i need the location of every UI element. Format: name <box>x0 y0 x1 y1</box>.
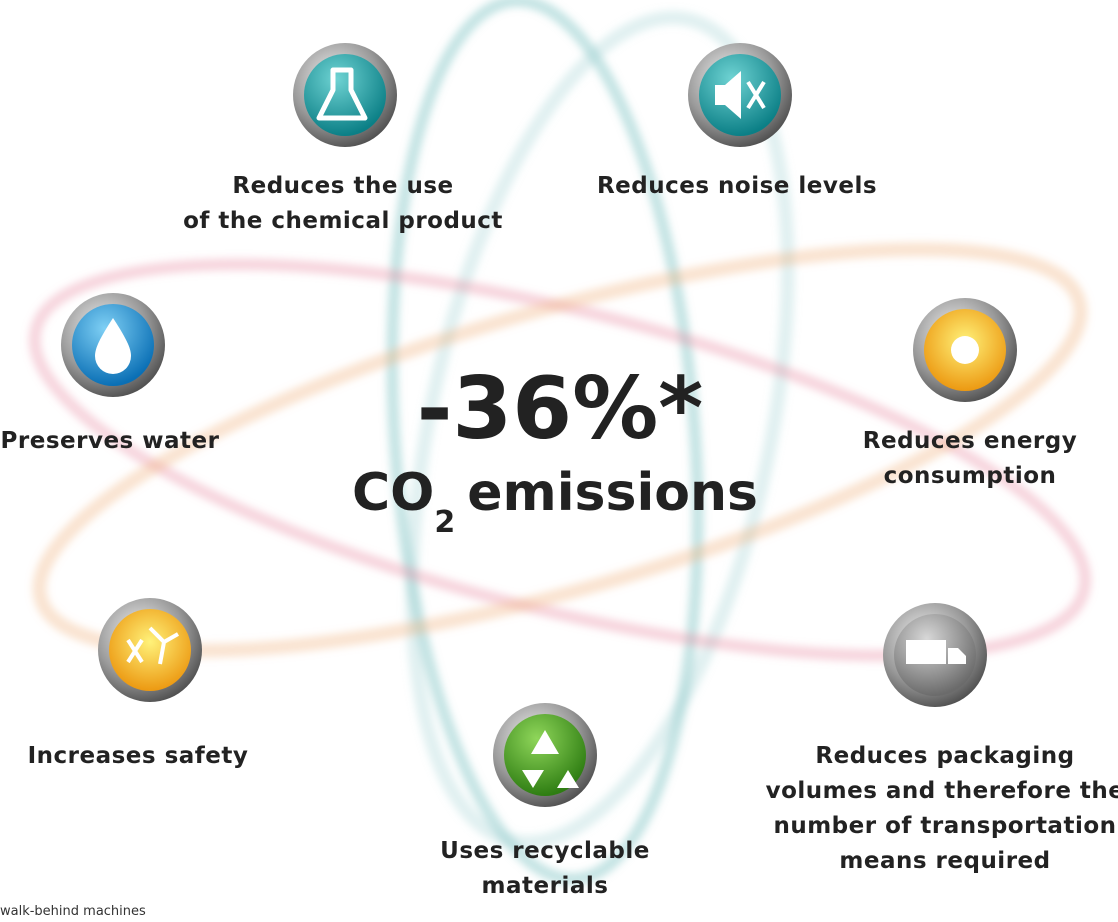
benefit-label: number of transportation <box>773 813 1116 839</box>
benefit-label: Preserves water <box>1 428 220 454</box>
benefit-label: Reduces the use <box>232 173 453 199</box>
benefit-label: materials <box>482 873 609 899</box>
benefit-label: Reduces noise levels <box>597 173 877 199</box>
headline-value: -36%* <box>417 359 704 459</box>
benefit-label: Reduces packaging <box>815 743 1074 769</box>
benefit-label: Uses recyclable <box>440 838 650 864</box>
icon-truck <box>883 603 987 707</box>
icon-energy <box>913 298 1017 402</box>
benefit-label: volumes and therefore the <box>766 778 1118 804</box>
benefit-label: means required <box>839 848 1050 874</box>
benefit-label: of the chemical product <box>183 208 503 234</box>
benefit-label: Reduces energy <box>863 428 1077 454</box>
icon-chemical <box>293 43 397 147</box>
emissions: emissions <box>467 463 758 523</box>
footnote: walk-behind machines <box>0 904 146 919</box>
icon-recycle <box>493 703 597 807</box>
benefit-label: Increases safety <box>28 743 249 769</box>
icon-noise <box>688 43 792 147</box>
icon-safety <box>98 598 202 702</box>
icon-water <box>61 293 165 397</box>
subscript: 2 <box>434 505 455 540</box>
co: CO <box>352 463 434 523</box>
benefit-label: consumption <box>884 463 1057 489</box>
infographic: -36%* CO2 emissions Reduces the use of th… <box>0 0 1118 922</box>
